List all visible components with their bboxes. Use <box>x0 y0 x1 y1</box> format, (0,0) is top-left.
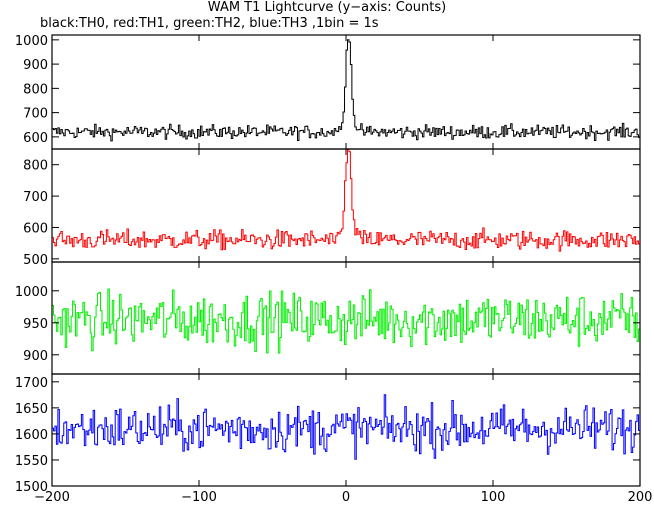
series-line-2 <box>52 288 641 354</box>
y-tick-label: 800 <box>23 159 48 174</box>
y-tick-label: 1550 <box>15 454 48 469</box>
x-tick-label: −200 <box>34 490 70 505</box>
y-tick-label: 900 <box>23 349 48 364</box>
y-tick-label: 1000 <box>15 34 48 49</box>
series-line-0 <box>52 39 641 142</box>
y-tick-label: 1700 <box>15 376 48 391</box>
y-tick-label: 500 <box>23 253 48 268</box>
chart-subtitle: black:TH0, red:TH1, green:TH2, blue:TH3 … <box>40 16 379 31</box>
y-tick-label: 800 <box>23 82 48 97</box>
x-tick-label: 100 <box>481 490 506 505</box>
x-tick-label: 200 <box>628 490 653 505</box>
series-line-3 <box>52 394 641 460</box>
y-tick-label: 950 <box>23 317 48 332</box>
y-tick-label: 900 <box>23 58 48 73</box>
y-tick-label: 1600 <box>15 428 48 443</box>
y-tick-label: 700 <box>23 190 48 205</box>
y-tick-label: 600 <box>23 221 48 236</box>
y-tick-label: 700 <box>23 107 48 122</box>
y-tick-label: 1500 <box>15 480 48 495</box>
series-line-1 <box>52 149 641 252</box>
x-tick-label: −100 <box>181 490 217 505</box>
y-tick-label: 1000 <box>15 285 48 300</box>
y-tick-label: 600 <box>23 131 48 146</box>
chart-title: WAM T1 Lightcurve (y−axis: Counts) <box>207 0 447 15</box>
y-tick-label: 1650 <box>15 402 48 417</box>
x-tick-label: 0 <box>342 490 350 505</box>
